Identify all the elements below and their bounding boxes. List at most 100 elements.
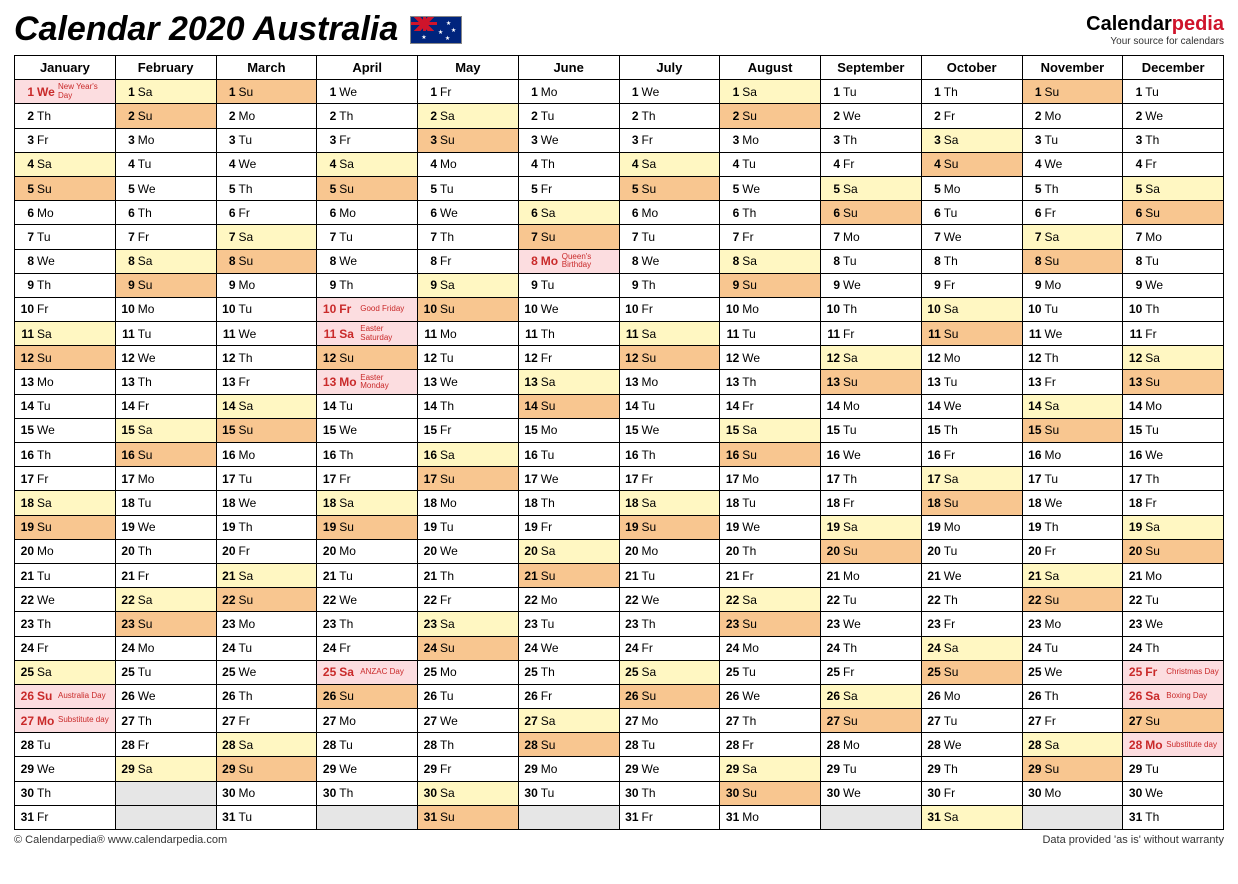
day-number: 20	[1126, 544, 1142, 558]
day-number: 12	[220, 351, 236, 365]
calendar-row: 10Fr10Mo10Tu10FrGood Friday10Su10We10Fr1…	[15, 297, 1224, 321]
calendar-cell: 16Mo	[1022, 443, 1123, 467]
calendar-cell: 14Sa	[216, 394, 317, 418]
day-number: 23	[623, 617, 639, 631]
calendar-cell: 21Fr	[720, 563, 821, 587]
calendar-row: 5Su5We5Th5Su5Tu5Fr5Su5We5Sa5Mo5Th5Sa	[15, 176, 1224, 200]
day-abbr: Th	[1045, 689, 1063, 703]
day-abbr: Sa	[944, 810, 962, 824]
day-number: 30	[623, 786, 639, 800]
calendar-cell: 9Su	[720, 273, 821, 297]
calendar-cell: 8Tu	[1123, 249, 1224, 273]
calendar-cell: 28Fr	[115, 733, 216, 757]
calendar-cell: 4Sa	[15, 152, 116, 176]
calendar-cell: 24Su	[418, 636, 519, 660]
calendar-cell: 24Fr	[619, 636, 720, 660]
day-number: 18	[320, 496, 336, 510]
calendar-cell: 1Fr	[418, 80, 519, 104]
calendar-cell: 1Th	[921, 80, 1022, 104]
day-number: 26	[1126, 689, 1142, 703]
calendar-cell: 15Fr	[418, 418, 519, 442]
day-number: 18	[18, 496, 34, 510]
day-number: 22	[320, 593, 336, 607]
day-abbr: Sa	[1145, 182, 1163, 196]
day-number: 17	[18, 472, 34, 486]
day-abbr: Th	[138, 375, 156, 389]
day-number: 11	[723, 327, 739, 341]
day-abbr: Su	[239, 593, 257, 607]
day-abbr: Th	[944, 593, 962, 607]
day-number: 3	[421, 133, 437, 147]
day-abbr: Tu	[138, 327, 156, 341]
day-number: 31	[1126, 810, 1142, 824]
calendar-cell: 31Fr	[619, 805, 720, 829]
day-number: 11	[18, 327, 34, 341]
calendar-cell: 30Mo	[216, 781, 317, 805]
day-abbr: Mo	[541, 423, 559, 437]
calendar-cell: 5Su	[619, 176, 720, 200]
calendar-cell: 17Tu	[1022, 467, 1123, 491]
day-abbr: Mo	[742, 810, 760, 824]
day-number: 29	[623, 762, 639, 776]
day-number: 7	[925, 230, 941, 244]
day-abbr: We	[440, 544, 458, 558]
calendar-row: 1WeNew Year's Day1Sa1Su1We1Fr1Mo1We1Sa1T…	[15, 80, 1224, 104]
calendar-cell: 21Tu	[317, 563, 418, 587]
day-number: 29	[723, 762, 739, 776]
day-abbr: Su	[440, 302, 458, 316]
day-abbr: We	[239, 665, 257, 679]
day-abbr: Sa	[642, 327, 660, 341]
day-abbr: Fr	[440, 85, 458, 99]
day-number: 2	[522, 109, 538, 123]
day-number: 28	[925, 738, 941, 752]
calendar-cell: 4Fr	[821, 152, 922, 176]
calendar-cell: 22We	[317, 588, 418, 612]
day-abbr: Mo	[642, 206, 660, 220]
calendar-cell: 5Tu	[418, 176, 519, 200]
day-number: 10	[1126, 302, 1142, 316]
calendar-row: 24Fr24Mo24Tu24Fr24Su24We24Fr24Mo24Th24Sa…	[15, 636, 1224, 660]
calendar-cell: 24Fr	[317, 636, 418, 660]
day-abbr: Fr	[742, 230, 760, 244]
day-abbr: Su	[239, 85, 257, 99]
day-number: 22	[220, 593, 236, 607]
calendar-cell: 31Fr	[15, 805, 116, 829]
calendar-cell: 21Tu	[619, 563, 720, 587]
calendar-row: 31Fr31Tu31Su31Fr31Mo31Sa31Th	[15, 805, 1224, 829]
calendar-cell: 13Fr	[1022, 370, 1123, 394]
day-abbr: Th	[440, 569, 458, 583]
calendar-cell: 14Tu	[317, 394, 418, 418]
calendar-cell: 4Su	[921, 152, 1022, 176]
calendar-cell: 30We	[821, 781, 922, 805]
calendar-cell: 7Su	[518, 225, 619, 249]
calendar-cell: 30Th	[317, 781, 418, 805]
calendar-cell: 25We	[216, 660, 317, 684]
day-abbr: Tu	[239, 810, 257, 824]
day-number: 29	[824, 762, 840, 776]
day-abbr: Th	[440, 230, 458, 244]
calendar-cell: 30Th	[619, 781, 720, 805]
day-abbr: Fr	[944, 109, 962, 123]
calendar-cell: 18Tu	[720, 491, 821, 515]
day-abbr: Tu	[944, 714, 962, 728]
day-number: 28	[1026, 738, 1042, 752]
calendar-cell: 18We	[216, 491, 317, 515]
calendar-cell: 6Mo	[619, 201, 720, 225]
calendar-cell: 18Sa	[619, 491, 720, 515]
day-number: 18	[824, 496, 840, 510]
calendar-row: 25Sa25Tu25We25SaANZAC Day25Mo25Th25Sa25T…	[15, 660, 1224, 684]
calendar-cell: 23Tu	[518, 612, 619, 636]
calendar-row: 18Sa18Tu18We18Sa18Mo18Th18Sa18Tu18Fr18Su…	[15, 491, 1224, 515]
calendar-cell: 20We	[418, 539, 519, 563]
calendar-row: 4Sa4Tu4We4Sa4Mo4Th4Sa4Tu4Fr4Su4We4Fr	[15, 152, 1224, 176]
day-number: 13	[320, 375, 336, 389]
day-number: 4	[1026, 157, 1042, 171]
day-abbr: Mo	[742, 641, 760, 655]
day-abbr: We	[339, 85, 357, 99]
calendar-cell: 1Sa	[115, 80, 216, 104]
day-number: 16	[1026, 448, 1042, 462]
day-abbr: Tu	[742, 496, 760, 510]
day-number: 19	[421, 520, 437, 534]
month-header: March	[216, 56, 317, 80]
day-number: 22	[824, 593, 840, 607]
